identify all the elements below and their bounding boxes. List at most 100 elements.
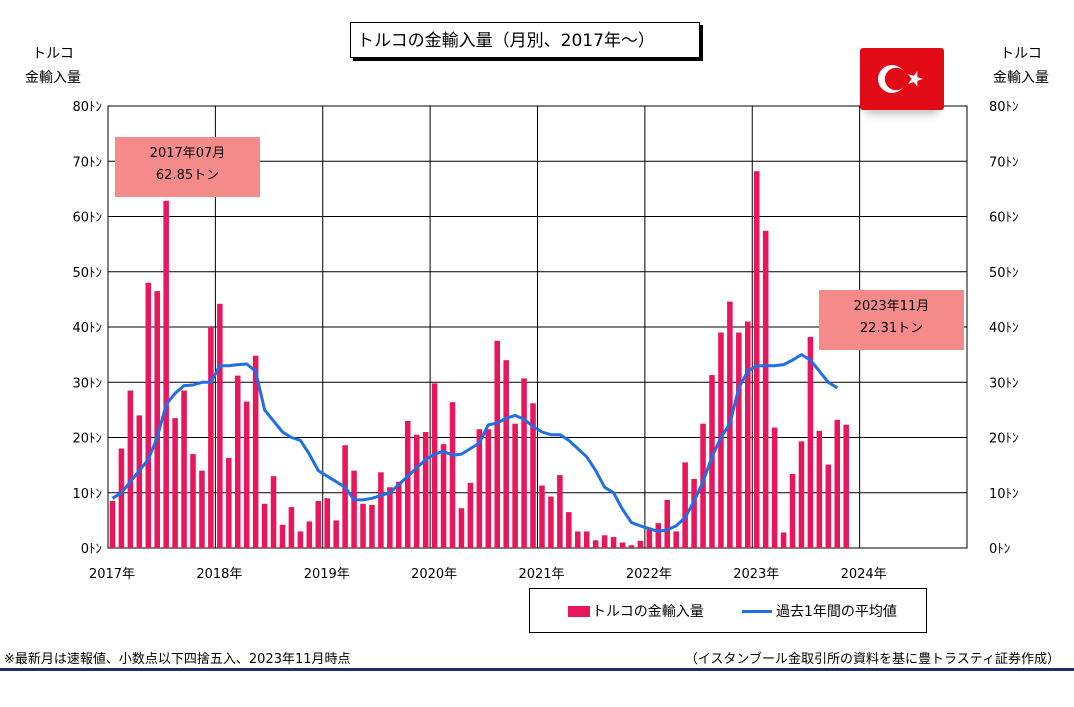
y-tick-label-left: 30ﾄﾝ xyxy=(72,376,102,391)
turkey-flag-icon xyxy=(860,48,944,110)
bar xyxy=(646,527,653,548)
bar xyxy=(476,429,483,548)
left-axis-title: トルコ 金輸入量 xyxy=(18,42,88,90)
bar xyxy=(199,470,205,548)
bar xyxy=(673,531,679,548)
bar xyxy=(521,378,527,548)
callout-first-peak: 2017年07月 62.85トン xyxy=(115,137,260,197)
bar xyxy=(333,520,339,548)
bar xyxy=(566,512,572,548)
x-tick-label: 2024年 xyxy=(841,567,887,582)
bar xyxy=(628,545,635,548)
bar xyxy=(351,470,357,548)
bar xyxy=(682,462,688,548)
legend-line-swatch xyxy=(742,610,772,613)
legend-bar-label: トルコの金輸入量 xyxy=(592,604,704,620)
bar xyxy=(664,499,671,548)
bar xyxy=(127,390,134,548)
bar xyxy=(306,521,313,548)
y-tick-label-right: 80ﾄﾝ xyxy=(989,100,1019,115)
bar xyxy=(270,476,277,548)
y-tick-label-right: 60ﾄﾝ xyxy=(989,211,1019,226)
bar xyxy=(324,498,330,548)
y-tick-label-right: 0ﾄﾝ xyxy=(989,542,1010,557)
bar xyxy=(136,415,143,548)
y-tick-label-right: 30ﾄﾝ xyxy=(989,376,1019,391)
y-tick-label-right: 50ﾄﾝ xyxy=(989,266,1019,281)
bar xyxy=(548,496,554,548)
bar xyxy=(610,536,617,548)
y-tick-label-left: 50ﾄﾝ xyxy=(72,266,102,281)
bar xyxy=(601,535,608,548)
y-tick-label-right: 40ﾄﾝ xyxy=(989,321,1019,336)
bar xyxy=(843,424,849,548)
bar xyxy=(709,375,715,548)
bar xyxy=(288,507,295,548)
bar xyxy=(771,427,778,548)
callout-latest: 2023年11月 22.31トン xyxy=(819,290,964,350)
bar xyxy=(512,423,518,548)
bar xyxy=(583,531,590,548)
bar xyxy=(422,431,429,548)
x-tick-label: 2023年 xyxy=(733,567,779,582)
bar xyxy=(807,336,814,548)
y-tick-label-right: 70ﾄﾝ xyxy=(989,155,1019,170)
bar xyxy=(360,503,366,548)
legend-bar-swatch xyxy=(568,606,590,617)
bar xyxy=(315,501,322,548)
bar xyxy=(789,473,796,548)
bar xyxy=(118,448,125,548)
bar xyxy=(252,355,259,548)
bar xyxy=(753,171,760,548)
y-tick-label-left: 20ﾄﾝ xyxy=(72,432,102,447)
bar xyxy=(762,230,769,549)
bar xyxy=(208,327,214,548)
y-tick-label-right: 10ﾄﾝ xyxy=(989,487,1019,502)
y-tick-label-right: 20ﾄﾝ xyxy=(989,432,1019,447)
left-axis-title-line1: トルコ xyxy=(32,46,74,62)
bar xyxy=(574,531,581,548)
y-tick-label-left: 0ﾄﾝ xyxy=(81,542,102,557)
bar xyxy=(494,340,501,548)
bar xyxy=(458,508,465,548)
bar xyxy=(190,454,196,548)
bar xyxy=(691,478,697,548)
x-tick-label: 2020年 xyxy=(411,567,457,582)
bar xyxy=(825,464,832,548)
bar xyxy=(834,419,841,548)
x-tick-label: 2022年 xyxy=(626,567,672,582)
bar xyxy=(485,429,492,548)
x-tick-label: 2021年 xyxy=(518,567,564,582)
bar xyxy=(700,423,706,548)
bar xyxy=(557,475,563,548)
legend: トルコの金輸入量 過去1年間の平均値 xyxy=(529,588,927,633)
average-line xyxy=(111,353,839,533)
y-tick-label-left: 70ﾄﾝ xyxy=(72,155,102,170)
bar xyxy=(539,485,545,548)
bar xyxy=(503,360,509,548)
bar xyxy=(619,542,626,548)
y-tick-label-left: 40ﾄﾝ xyxy=(72,321,102,336)
bar xyxy=(530,403,536,548)
bar xyxy=(279,524,286,548)
bar xyxy=(745,321,751,548)
bar xyxy=(404,420,411,548)
bar xyxy=(145,282,152,548)
bar xyxy=(109,501,116,548)
bar xyxy=(181,390,187,548)
bar xyxy=(440,444,447,548)
right-axis-title: トルコ 金輸入量 xyxy=(982,42,1060,90)
x-tick-label: 2019年 xyxy=(304,567,350,582)
callout-latest-value: 22.31トン xyxy=(859,321,924,336)
bar xyxy=(413,434,420,548)
y-tick-label-left: 80ﾄﾝ xyxy=(72,100,102,115)
bar xyxy=(154,291,160,548)
source-note: （イスタンブール金取引所の資料を基に豊トラスティ証券作成） xyxy=(684,652,1060,667)
x-tick-label: 2018年 xyxy=(196,567,242,582)
legend-line-label: 過去1年間の平均値 xyxy=(776,604,897,620)
bar xyxy=(655,523,662,548)
bar xyxy=(172,418,178,548)
bar xyxy=(387,487,393,548)
bottom-rule xyxy=(0,668,1074,671)
bar xyxy=(243,401,250,548)
